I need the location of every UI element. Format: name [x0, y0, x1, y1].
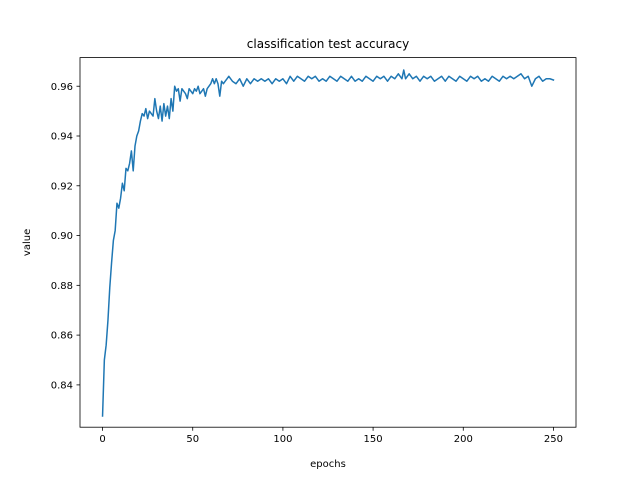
x-tick-label: 100 [273, 434, 292, 445]
y-tick-label: 0.90 [51, 231, 73, 242]
x-tick-label: 200 [454, 434, 473, 445]
y-tick-label: 0.94 [51, 132, 73, 143]
x-axis: 0 50 100 150 200 250 [99, 427, 563, 445]
y-tick-label: 0.84 [51, 380, 73, 391]
y-axis-label: value [22, 229, 33, 256]
y-tick-label: 0.92 [51, 181, 73, 192]
x-axis-label: epochs [310, 459, 346, 470]
x-tick-label: 0 [99, 434, 105, 445]
y-tick-label: 0.86 [51, 331, 73, 342]
chart-title: classification test accuracy [247, 37, 409, 51]
y-tick-label: 0.88 [51, 281, 73, 292]
series-line-0 [101, 69, 555, 417]
x-tick-label: 250 [544, 434, 563, 445]
x-tick-label: 150 [364, 434, 383, 445]
y-axis: 0.84 0.86 0.88 0.90 0.92 0.94 0.96 [51, 82, 80, 391]
plot-frame [79, 57, 577, 428]
y-tick-label: 0.96 [51, 82, 73, 93]
x-tick-label: 50 [186, 434, 199, 445]
series-layer [101, 69, 555, 417]
